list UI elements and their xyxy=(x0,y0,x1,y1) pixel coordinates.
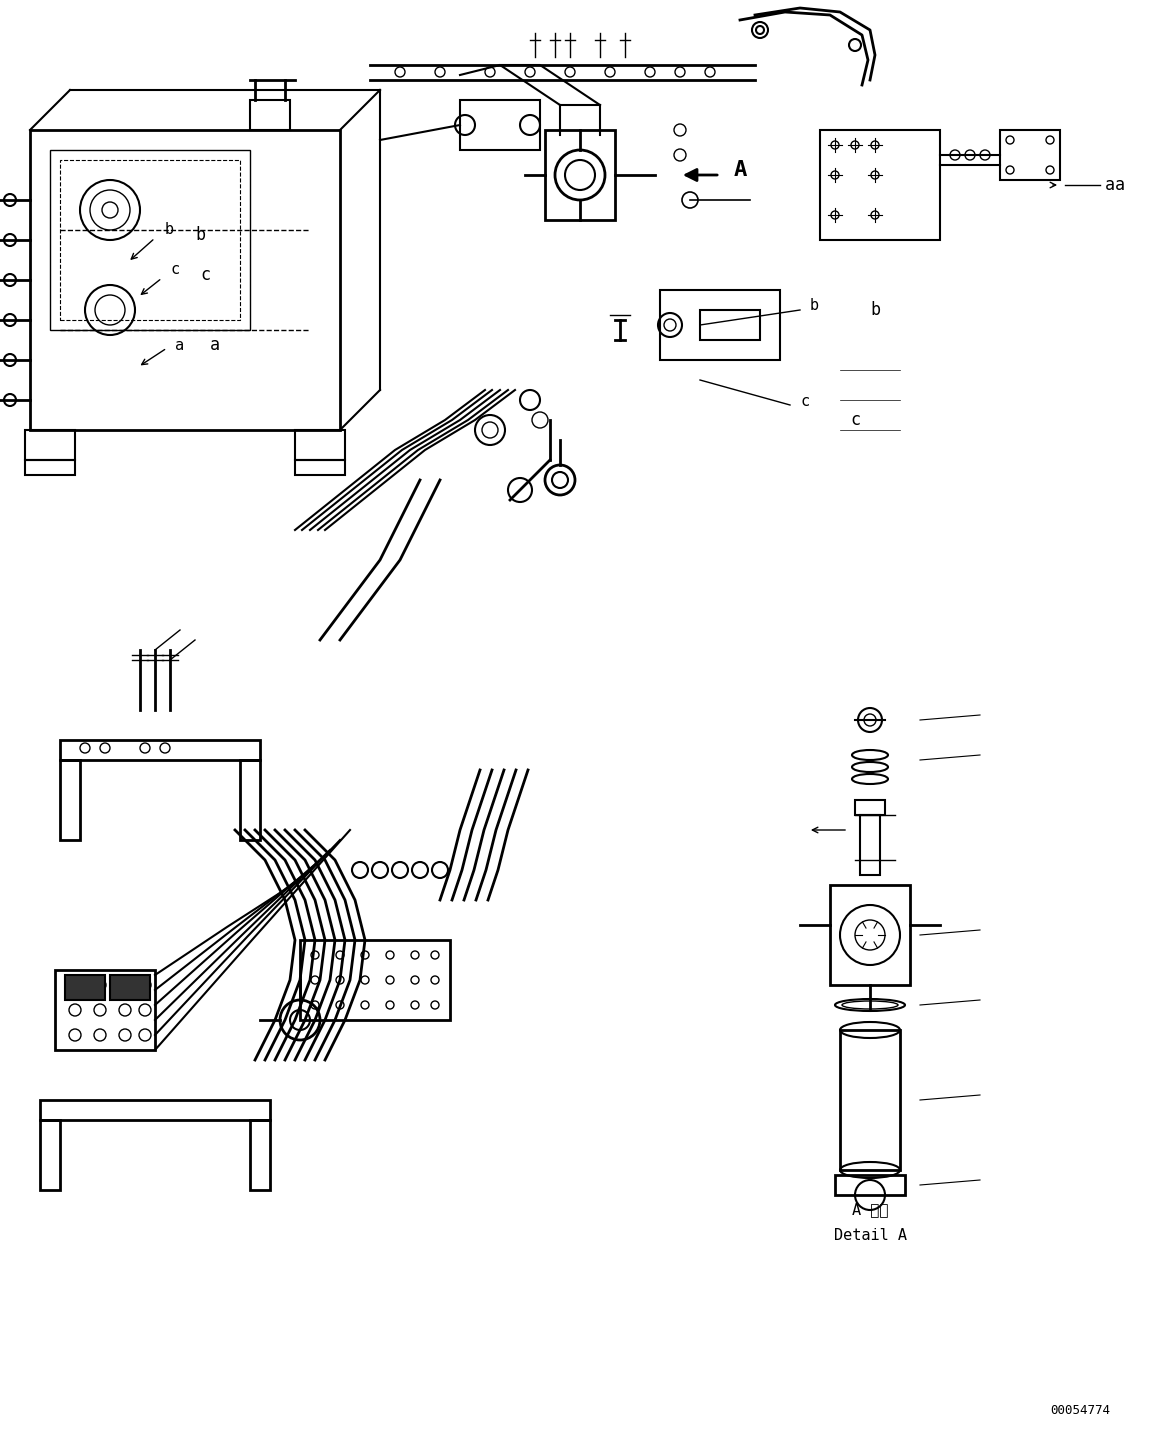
Text: a: a xyxy=(1115,175,1125,194)
Text: b: b xyxy=(870,301,880,319)
Text: b: b xyxy=(195,226,205,244)
Bar xyxy=(830,884,909,985)
Bar xyxy=(545,129,615,220)
Bar xyxy=(700,311,759,339)
Bar xyxy=(110,975,150,999)
Text: b: b xyxy=(809,298,819,312)
Bar xyxy=(250,101,290,129)
Bar xyxy=(461,101,540,150)
Bar xyxy=(60,160,240,321)
Bar xyxy=(840,1030,900,1171)
Bar xyxy=(240,761,261,840)
Bar xyxy=(300,940,450,1020)
Bar xyxy=(659,290,780,360)
Bar xyxy=(295,460,345,475)
Bar xyxy=(60,741,261,761)
Bar xyxy=(855,800,885,815)
Bar xyxy=(50,150,250,329)
Bar xyxy=(40,1120,60,1191)
Text: c: c xyxy=(170,263,179,278)
Bar xyxy=(820,129,940,240)
Bar xyxy=(1000,129,1059,180)
Bar xyxy=(24,430,74,460)
Bar xyxy=(835,1175,905,1195)
Bar xyxy=(65,975,105,999)
Bar xyxy=(60,761,80,840)
Text: b: b xyxy=(165,223,174,237)
Text: c: c xyxy=(200,266,211,283)
Text: c: c xyxy=(800,394,809,410)
Text: a: a xyxy=(174,338,184,352)
Bar xyxy=(40,1100,270,1120)
Bar xyxy=(250,1120,270,1191)
Bar xyxy=(55,971,155,1050)
Text: a: a xyxy=(1105,175,1115,194)
Text: 00054774: 00054774 xyxy=(1050,1403,1110,1416)
Bar xyxy=(30,129,340,430)
Text: Detail A: Detail A xyxy=(834,1228,906,1242)
Text: c: c xyxy=(850,411,859,429)
Text: a: a xyxy=(211,336,220,354)
Bar xyxy=(24,460,74,475)
Bar xyxy=(859,815,880,874)
Bar xyxy=(295,430,345,460)
Text: A: A xyxy=(734,160,747,180)
Text: A 詳細: A 詳細 xyxy=(851,1202,889,1218)
